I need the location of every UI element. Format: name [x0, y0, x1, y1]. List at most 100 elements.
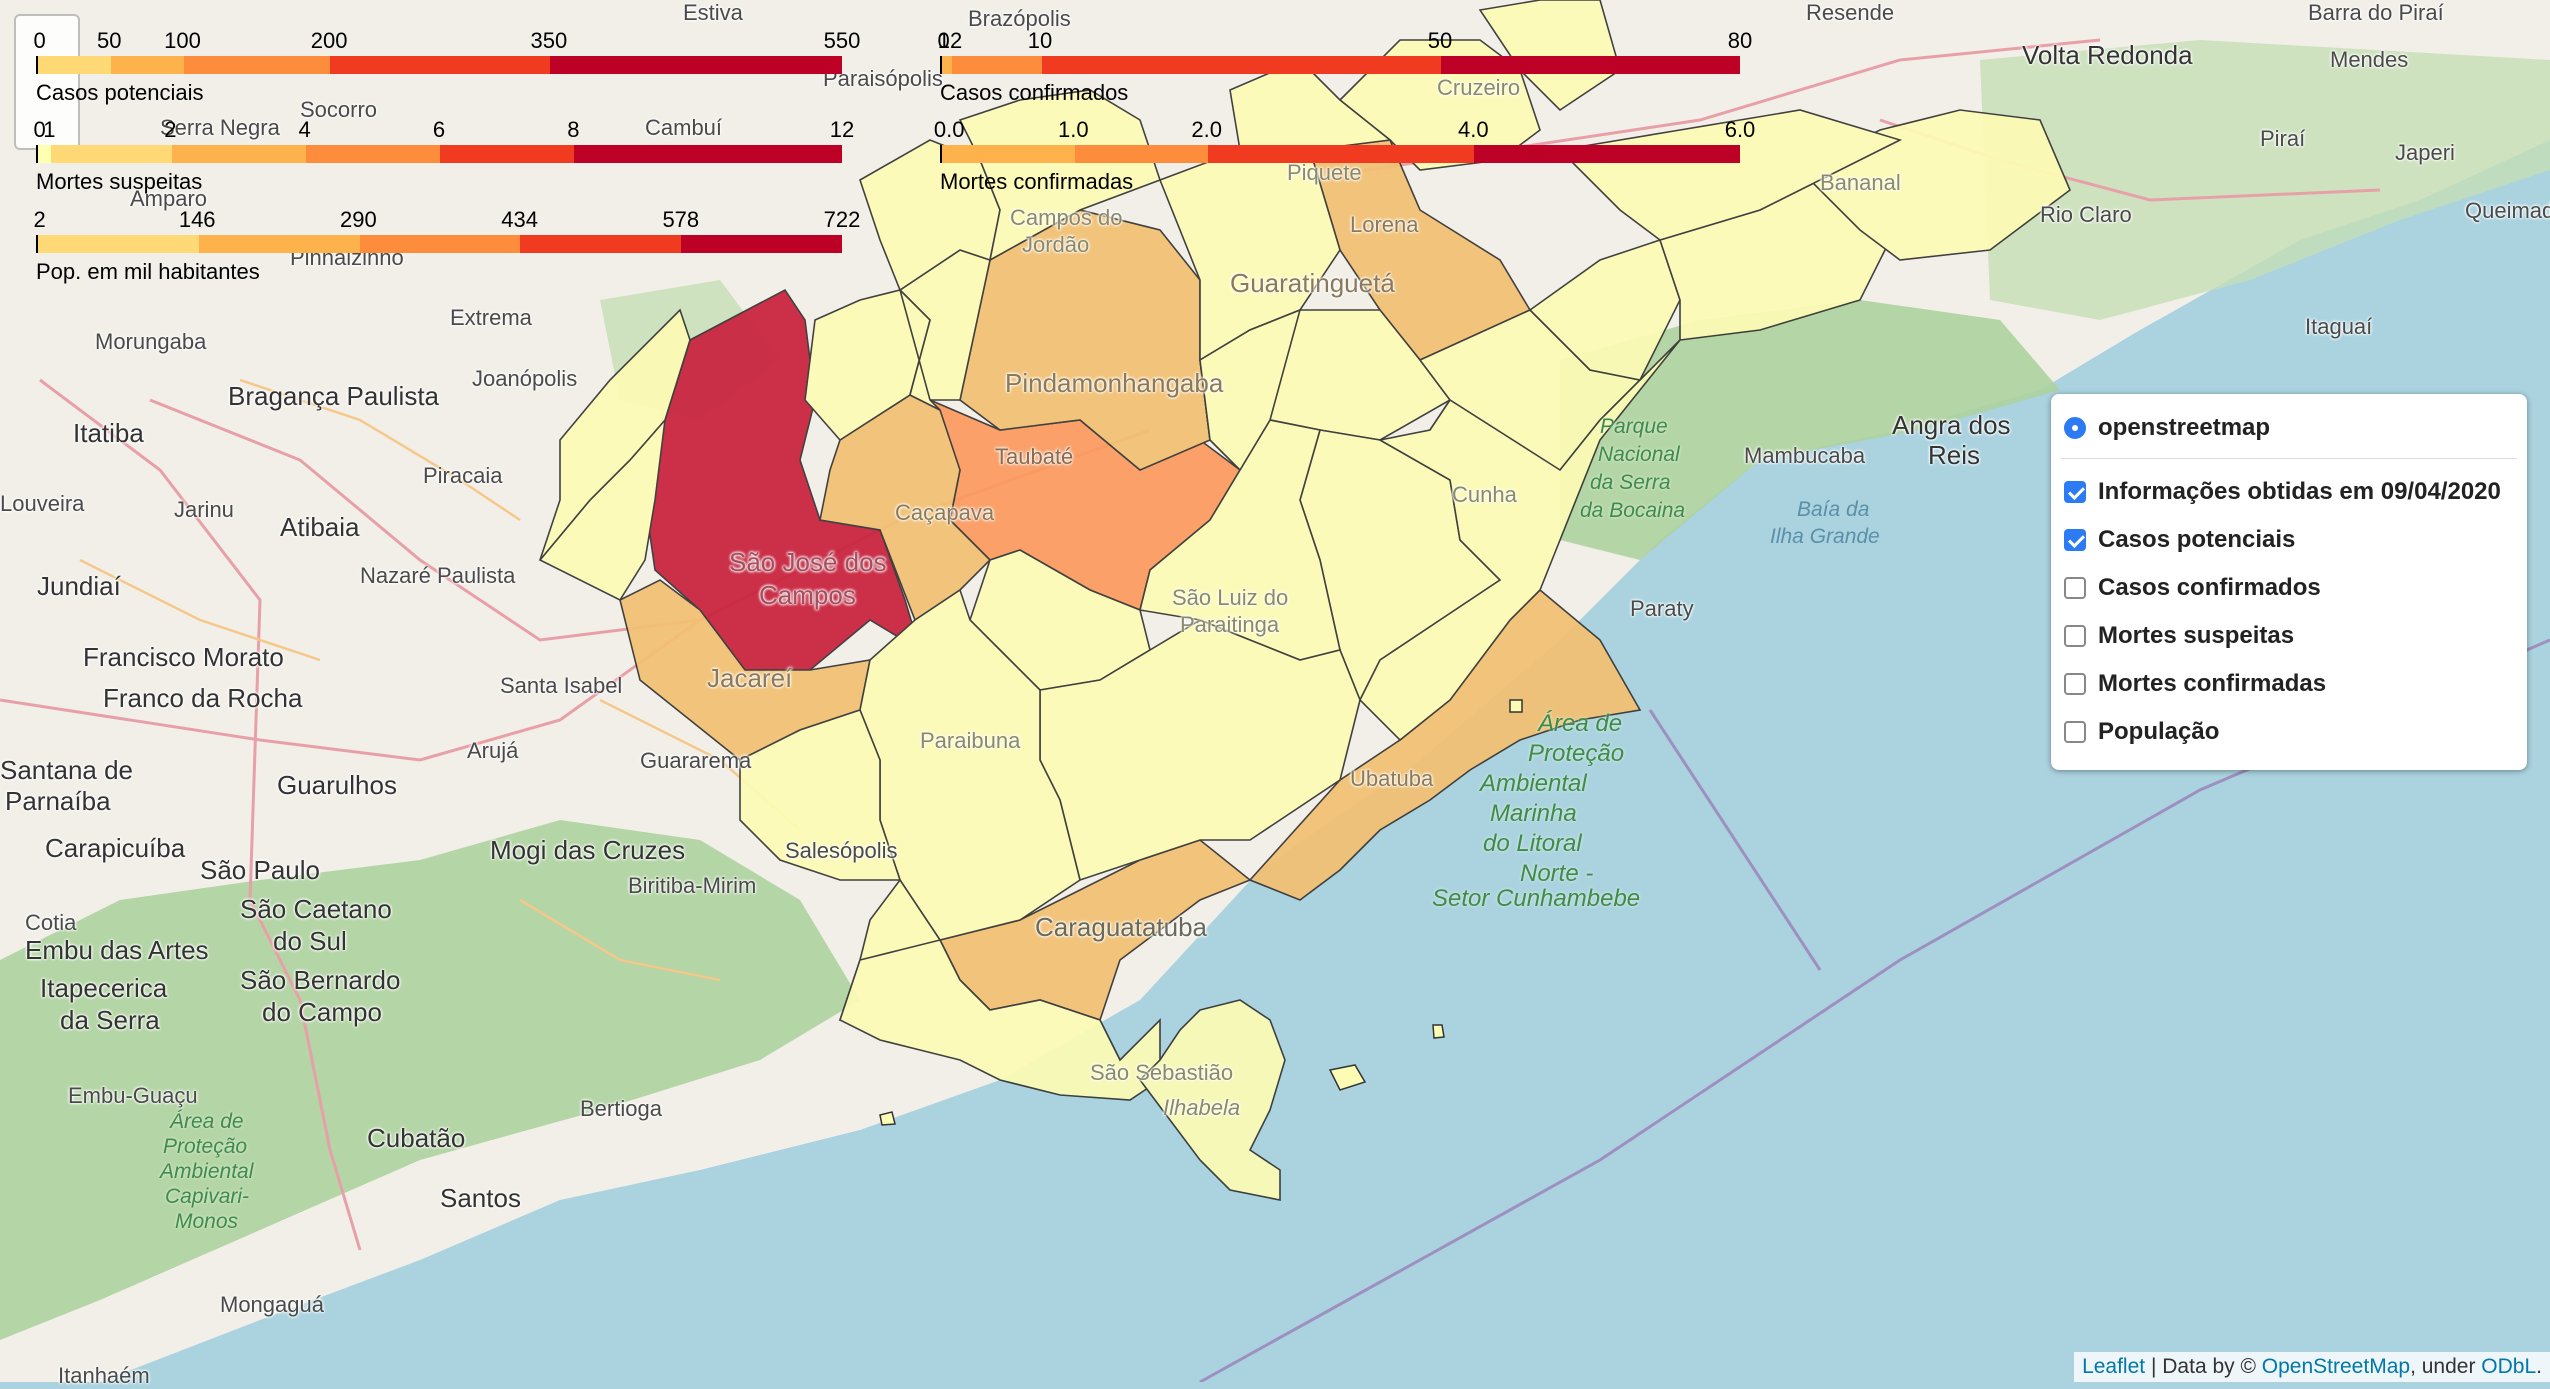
legend-tick-label: 290: [340, 207, 377, 232]
overlay-option[interactable]: Mortes confirmadas: [2064, 664, 2326, 704]
region-yellow: [958, 89, 1162, 262]
place-label: Estiva: [683, 0, 743, 25]
region-yellow: [1199, 308, 1302, 472]
osm-link[interactable]: OpenStreetMap: [2261, 1355, 2411, 1378]
checkbox-icon[interactable]: [2064, 481, 2086, 503]
legend-tick-label: 2.0: [1191, 117, 1222, 142]
place-label: São Caetano: [240, 894, 392, 924]
overlay-option[interactable]: Casos confirmados: [2064, 568, 2321, 608]
place-label: Caçapava: [895, 500, 995, 525]
place-label: Morungaba: [95, 329, 207, 354]
place-label: Santana de: [0, 755, 134, 785]
legend-tick-label: 100: [164, 28, 201, 53]
overlay-option[interactable]: Casos potenciais: [2064, 520, 2295, 560]
overlay-option[interactable]: Mortes suspeitas: [2064, 616, 2294, 656]
legend-tick-label: 146: [178, 207, 216, 232]
place-label: Cubatão: [367, 1123, 466, 1153]
place-label: São Sebastião: [1090, 1060, 1234, 1085]
legend-color-segment: [1074, 145, 1208, 163]
place-label: Ubatuba: [1350, 766, 1434, 791]
legend-tick-label: 8: [567, 117, 580, 142]
legend-color-segment: [330, 56, 550, 74]
place-label: Joanópolis: [472, 366, 578, 391]
place-label: Bragança Paulista: [228, 381, 440, 411]
base-layer-option[interactable]: openstreetmap: [2064, 408, 2270, 448]
place-label: Serra Negra: [160, 115, 280, 140]
legend-tick-label: 1: [43, 117, 56, 142]
checkbox-icon[interactable]: [2064, 577, 2086, 599]
legend-populacao: 2 146 290 434 578 722 Pop. em mil habitantes: [33, 207, 861, 285]
place-label: Amparo: [130, 186, 208, 211]
legend-tick-label: 550: [823, 28, 861, 53]
place-label: Cambuí: [645, 115, 723, 140]
place-label: Cotia: [25, 910, 77, 935]
legend-ticks: 0 12 10 50 80: [938, 28, 1753, 56]
legend-color-segment: [1041, 56, 1441, 74]
place-label: Paraibuna: [920, 728, 1021, 753]
overlay-option[interactable]: Informações obtidas em 09/04/2020: [2064, 472, 2501, 512]
place-label: da Serra: [1590, 471, 1671, 494]
legend-color-segment: [951, 56, 1042, 74]
region-yellow: [539, 308, 691, 561]
checkbox-icon[interactable]: [2064, 721, 2086, 743]
place-label: Itanhaém: [58, 1363, 150, 1388]
legend-caption: Mortes suspeitas: [36, 169, 203, 194]
place-label: do Litoral: [1483, 830, 1582, 857]
checkbox-icon[interactable]: [2064, 625, 2086, 647]
place-label: Santa Isabel: [500, 673, 623, 698]
legend-color-segment: [359, 235, 521, 253]
legend-tick-label: 80: [1727, 28, 1753, 53]
place-label: Jordão: [1022, 232, 1090, 257]
municipalities: [538, 0, 2071, 1201]
legend-colorbar: [940, 145, 1740, 163]
place-label: do Sul: [273, 926, 347, 956]
place-label: Nacional: [1598, 443, 1680, 466]
legend-tick-label: 4.0: [1458, 117, 1489, 142]
zoom-control[interactable]: [14, 14, 80, 150]
place-label: Volta Redonda: [2022, 40, 2193, 70]
place-label: Guaratinguetá: [1230, 268, 1395, 298]
legend-tick-label: 4: [298, 117, 311, 142]
legend-color-segment: [171, 145, 306, 163]
place-label: Japeri: [2395, 140, 2455, 165]
checkbox-icon[interactable]: [2064, 529, 2086, 551]
overlay-option[interactable]: População: [2064, 712, 2219, 752]
leaflet-link[interactable]: Leaflet: [2082, 1355, 2146, 1378]
legend-tick-label: 0: [33, 28, 46, 53]
place-label: Paraisópolis: [823, 66, 943, 91]
place-label: Piquete: [1287, 160, 1362, 185]
radio-selected-icon[interactable]: [2064, 417, 2086, 439]
legend-tick-label: 0.0: [933, 117, 965, 142]
legend-color-segment: [549, 56, 842, 74]
legend-tick-label: 350: [530, 28, 568, 53]
place-label: Bertioga: [580, 1096, 662, 1121]
checkbox-icon[interactable]: [2064, 673, 2086, 695]
overlay-label: População: [2098, 718, 2220, 745]
place-label: São Paulo: [200, 855, 320, 885]
legend-color-segment: [520, 235, 682, 253]
legend-caption: Mortes confirmadas: [940, 169, 1134, 194]
legend-color-segment: [305, 145, 440, 163]
place-label: Bananal: [1820, 170, 1901, 195]
legend-color-segment: [681, 235, 842, 253]
legend-caption: Casos potenciais: [36, 80, 204, 105]
place-label: Cruzeiro: [1437, 75, 1521, 100]
place-label: Guarulhos: [277, 770, 397, 800]
legend-tick-label: 2: [33, 207, 46, 232]
legend-tick-label: 200: [310, 28, 348, 53]
place-label: Parnaíba: [5, 786, 111, 816]
attribution-text: .: [2536, 1355, 2542, 1378]
place-label: Carapicuíba: [45, 833, 186, 863]
overlay-label: Mortes confirmadas: [2098, 670, 2327, 697]
odbl-link[interactable]: ODbL: [2481, 1355, 2537, 1378]
region-yellow: [898, 287, 941, 411]
place-label: Ilhabela: [1163, 1095, 1241, 1120]
place-label: da Bocaina: [1580, 499, 1686, 522]
legend-colorbar: [940, 56, 1740, 74]
place-label: Ambiental: [1480, 770, 1587, 797]
legend-colorbar: [36, 145, 842, 163]
place-label: Marinha: [1490, 800, 1577, 827]
place-label: Parque: [1600, 415, 1668, 438]
